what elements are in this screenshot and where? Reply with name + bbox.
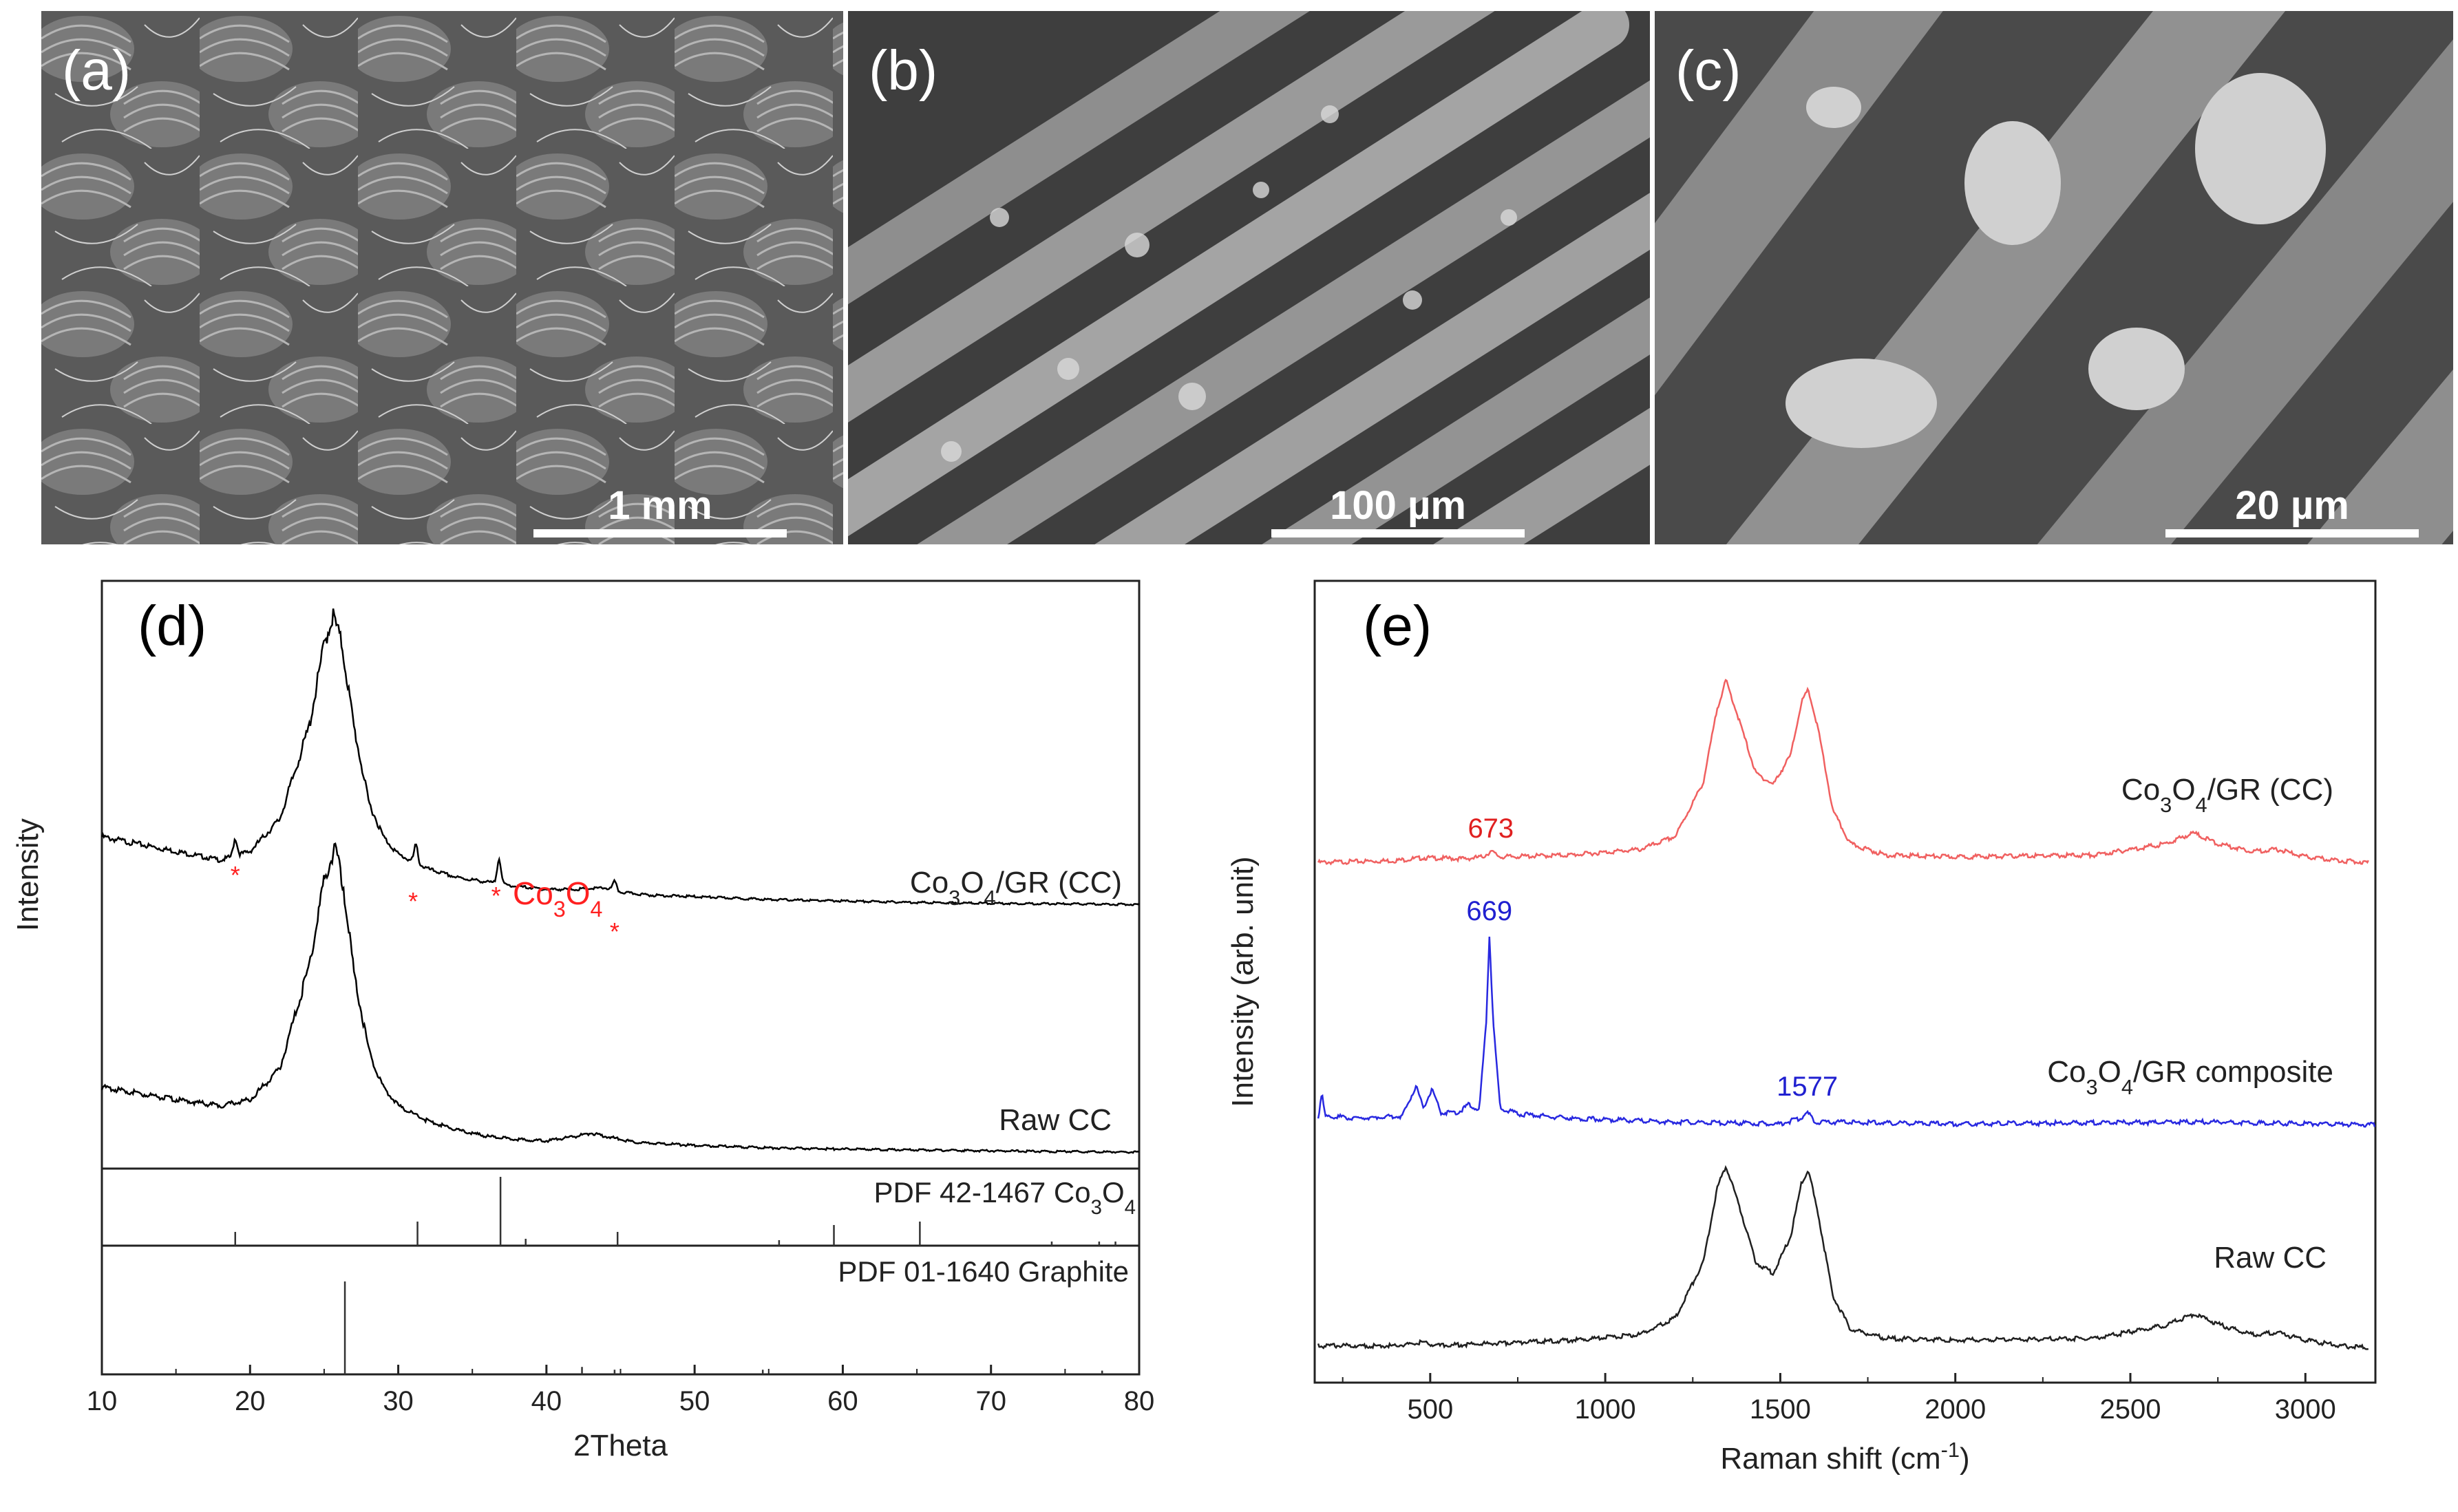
peak-star-marker: * xyxy=(491,882,501,910)
x-tick-label: 60 xyxy=(827,1386,858,1416)
x-tick-label: 2500 xyxy=(2100,1394,2161,1425)
panel-label-c: (c) xyxy=(1675,39,1741,102)
series-label: Co3O4/GR (CC) xyxy=(910,866,1122,910)
scale-text-c: 20 µm xyxy=(2235,483,2349,528)
x-axis-label: Raman shift (cm-1) xyxy=(1720,1438,1969,1476)
y-axis-label: Intensity (arb. unit) xyxy=(1226,856,1260,1107)
x-tick-label: 30 xyxy=(383,1386,414,1416)
spectrum-line xyxy=(1317,679,2369,866)
reference-label: PDF 01-1640 Graphite xyxy=(838,1255,1129,1288)
x-axis-label: 2Theta xyxy=(573,1429,668,1462)
peak-label: 669 xyxy=(1466,896,1512,926)
x-tick-label: 1000 xyxy=(1575,1394,1636,1425)
scale-text-a: 1 mm xyxy=(608,483,712,528)
sem-panel-c: (c) 20 µm xyxy=(1655,11,2453,544)
x-tick-label: 3000 xyxy=(2275,1394,2336,1425)
peak-star-marker: * xyxy=(231,861,240,889)
scale-bar-c xyxy=(2165,529,2419,537)
panel-label-a: (a) xyxy=(62,39,131,102)
spectrum-line xyxy=(1317,937,2376,1128)
panel-label-b: (b) xyxy=(869,39,938,102)
scale-bar-a xyxy=(533,529,787,537)
x-tick-label: 1500 xyxy=(1750,1394,1811,1425)
series-label: Raw CC xyxy=(999,1103,1112,1137)
sem-panel-a: (a) 1 mm xyxy=(41,11,843,544)
peak-star-marker: * xyxy=(408,887,418,915)
peak-label: 1577 xyxy=(1777,1072,1838,1102)
spectrum-line xyxy=(1317,1164,2369,1350)
series-label: Co3O4/GR (CC) xyxy=(2121,773,2333,817)
x-tick-label: 50 xyxy=(679,1386,710,1416)
x-tick-label: 2000 xyxy=(1925,1394,1986,1425)
peak-star-marker: * xyxy=(610,917,619,946)
sem-image-fiber-closeup xyxy=(1655,11,2453,544)
panel-label-d: (d) xyxy=(138,595,206,657)
x-tick-label: 500 xyxy=(1407,1394,1453,1425)
sem-panel-b: (b) 100 µm xyxy=(848,11,1650,544)
reference-label: PDF 42-1467 Co3O4 xyxy=(873,1176,1136,1219)
plot-frame xyxy=(1313,579,2377,1384)
series-label: Co3O4/GR composite xyxy=(2047,1055,2333,1099)
scale-text-b: 100 µm xyxy=(1330,483,1466,528)
peak-label: 673 xyxy=(1468,813,1514,844)
series-label: Raw CC xyxy=(2214,1241,2327,1275)
y-axis-label: Intensity xyxy=(11,818,45,931)
x-tick-label: 40 xyxy=(531,1386,562,1416)
scale-bar-b xyxy=(1271,529,1525,537)
sem-image-carbon-fibers xyxy=(848,11,1650,544)
x-tick-label: 20 xyxy=(235,1386,266,1416)
raman-chart: (e) 500 1000 1500 2000 2500 3000 Raman shift (c… xyxy=(1226,579,2377,1476)
xrd-chart: (d) 10 20 30 40 50 60 70 80 2Theta Intensity Co3O4/… xyxy=(11,579,1155,1462)
panel-label-e: (e) xyxy=(1363,595,1432,657)
co3o4-annotation: Co3O4 xyxy=(513,875,602,922)
x-tick-label: 10 xyxy=(87,1386,118,1416)
x-tick-label: 80 xyxy=(1124,1386,1155,1416)
sem-image-woven-fabric xyxy=(41,11,843,544)
spectrum-line xyxy=(100,842,1140,1154)
x-tick-label: 70 xyxy=(975,1386,1006,1416)
spectrum-line xyxy=(100,608,1140,906)
